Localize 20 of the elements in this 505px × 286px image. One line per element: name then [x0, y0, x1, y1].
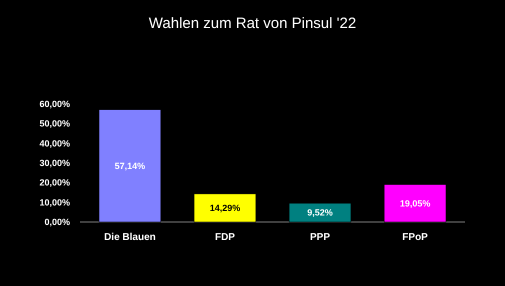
- x-tick-label: FPoP: [402, 232, 428, 243]
- y-tick-label: 50,00%: [39, 118, 70, 129]
- y-tick-label: 20,00%: [39, 178, 70, 188]
- data-label: 9,52%: [307, 208, 333, 218]
- x-tick-label: FDP: [214, 232, 236, 243]
- x-tick-label: PPP: [310, 232, 330, 243]
- chart-title: Wahlen zum Rat von Pinsul '22: [148, 15, 356, 32]
- data-label: 14,29%: [210, 202, 240, 213]
- x-tick-label: Die Blauen: [104, 232, 156, 243]
- data-label: 57,14%: [114, 160, 146, 171]
- y-tick-label: 10,00%: [39, 197, 70, 208]
- bar: [384, 184, 446, 222]
- y-tick-label: 30,00%: [39, 158, 70, 168]
- bar: [288, 203, 352, 222]
- data-label: 19,05%: [400, 198, 430, 208]
- y-tick-label: 0,00%: [44, 217, 70, 227]
- bar: [98, 109, 162, 222]
- y-tick-label: 40,00%: [39, 138, 70, 148]
- y-tick-label: 60,00%: [39, 99, 70, 109]
- bar: [194, 194, 256, 222]
